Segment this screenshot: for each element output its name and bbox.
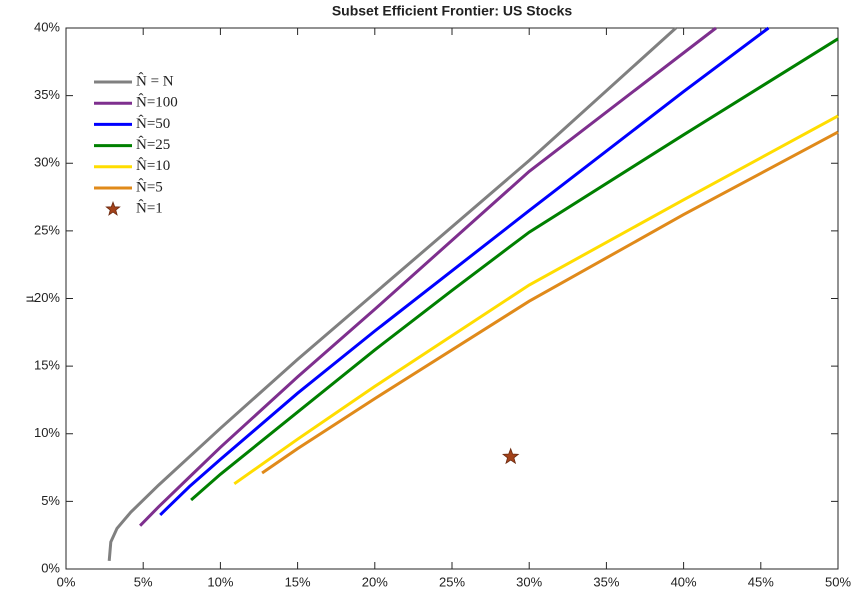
frontier-line [139,26,717,527]
legend-marker [105,201,121,216]
x-tick-label: 30% [516,574,542,589]
x-tick-label: 40% [671,574,697,589]
legend-label: N̂=25 [136,136,170,153]
frontier-line [233,114,839,486]
legend-label: N̂ = N [136,73,174,90]
chart-title: Subset Efficient Frontier: US Stocks [332,3,573,19]
x-tick-label: 20% [362,574,388,589]
y-tick-label: 20% [34,290,60,305]
x-tick-label: 45% [748,574,774,589]
x-tick-label: 10% [207,574,233,589]
frontier-line [261,130,839,475]
legend-label: N̂=50 [136,115,170,132]
legend-label: N̂=100 [136,94,178,111]
frontier-line [159,26,770,516]
legend-label: N̂=5 [136,179,163,196]
x-tick-label: 25% [439,574,465,589]
y-tick-label: 5% [41,493,60,508]
y-tick-label: 35% [34,87,60,102]
x-tick-label: 0% [57,574,76,589]
frontier-line [190,37,839,502]
y-tick-label: 40% [34,19,60,34]
x-tick-label: 5% [134,574,153,589]
x-tick-label: 15% [285,574,311,589]
y-tick-label: 25% [34,222,60,237]
y-tick-label: 30% [34,155,60,170]
x-tick-label: 35% [593,574,619,589]
legend-label: N̂=10 [136,157,170,174]
y-tick-label: 0% [41,560,60,575]
y-tick-label: 10% [34,425,60,440]
x-tick-label: 50% [825,574,851,589]
frontier-line [107,26,677,562]
legend-label: N̂=1 [136,200,163,217]
y-tick-label: 15% [34,358,60,373]
y-axis-label: μ [22,295,37,303]
star-marker [502,447,520,465]
